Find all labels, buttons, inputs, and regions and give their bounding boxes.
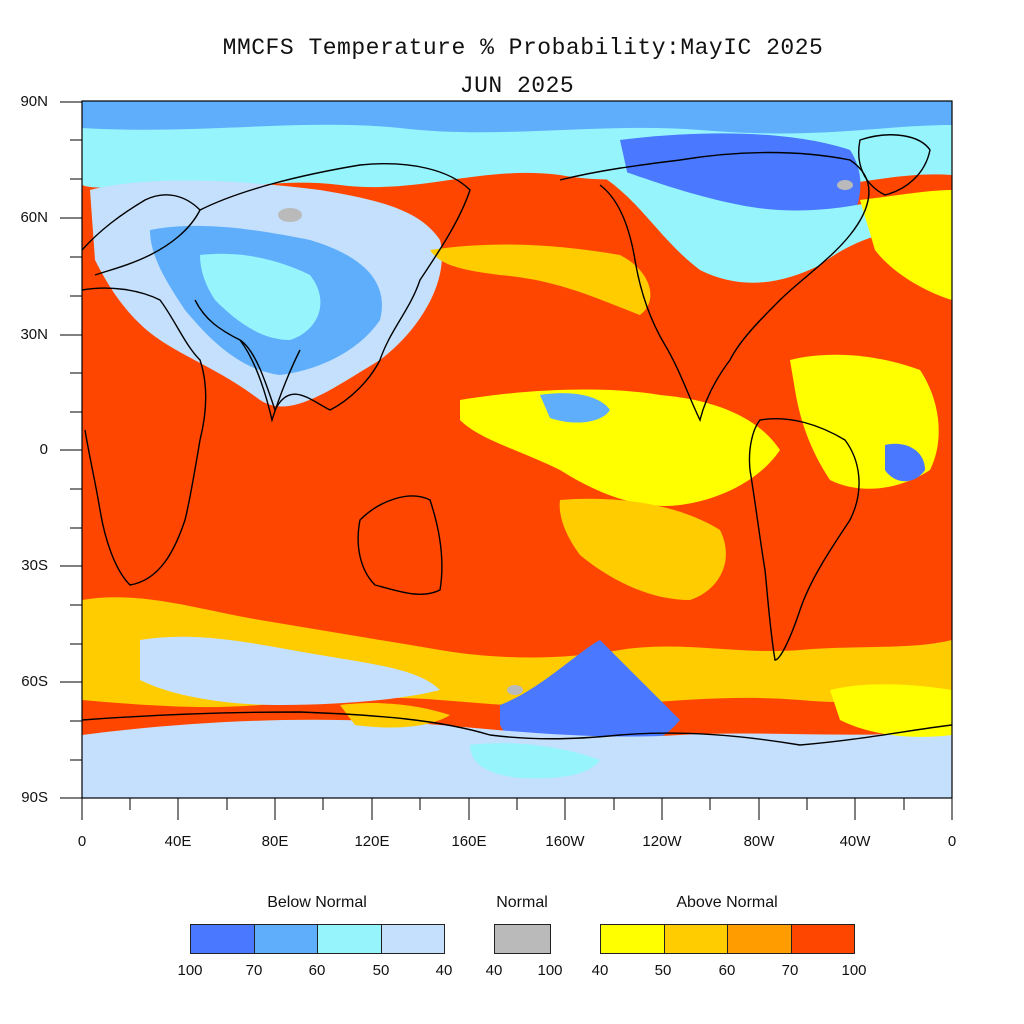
field-ross-below	[500, 640, 680, 760]
legend-title-below: Below Normal	[267, 894, 367, 911]
lon-label-0: 0	[77, 833, 87, 850]
legend-above-tick: 40	[591, 962, 609, 979]
lat-ticks	[60, 101, 82, 799]
legend-above-tick: 50	[654, 962, 672, 979]
legend-swatch	[494, 924, 551, 954]
legend-above-tick: 100	[841, 962, 867, 979]
legend-swatch	[253, 924, 318, 954]
lat-label-0: 0	[39, 441, 48, 458]
legend-swatch	[663, 924, 728, 954]
lat-label-60n: 60N	[20, 209, 48, 226]
legend-swatch	[317, 924, 382, 954]
field-atlantic-yellow	[860, 190, 952, 300]
lat-label-90s: 90S	[21, 789, 48, 806]
field-normal-patch	[507, 685, 523, 695]
lat-label-60s: 60S	[21, 673, 48, 690]
legend-normal-tick: 40	[485, 962, 503, 979]
legend-swatch	[727, 924, 792, 954]
lat-label-30n: 30N	[20, 326, 48, 343]
lon-label-160w: 160W	[545, 833, 585, 850]
legend-swatch	[380, 924, 445, 954]
field-spac-orange	[559, 498, 726, 600]
field-weddell-yellow	[830, 684, 952, 737]
lon-label-0-end: 0	[947, 833, 957, 850]
field-s-indian-below	[140, 636, 440, 705]
lon-label-120w: 120W	[642, 833, 682, 850]
lon-label-40e: 40E	[164, 833, 192, 850]
lat-label-90n: 90N	[20, 93, 48, 110]
field-normal-patch	[837, 180, 853, 190]
legend-above-tick: 70	[781, 962, 799, 979]
field-npac-orange	[430, 244, 651, 315]
lon-label-160e: 160E	[451, 833, 487, 850]
legend-normal-tick: 100	[537, 962, 563, 979]
field-na-light	[600, 170, 880, 283]
legend-swatch	[600, 924, 665, 954]
legend-below-tick: 100	[177, 962, 203, 979]
field-antarctica-light	[470, 743, 600, 779]
legend-below-tick: 60	[308, 962, 326, 979]
map-title: MMCFS Temperature % Probability:MayIC 20…	[222, 35, 824, 61]
field-atlantic-blue-spot	[885, 443, 925, 482]
lon-label-40w: 40W	[839, 833, 871, 850]
field-asia-light	[200, 253, 321, 340]
legend-above-tick: 60	[718, 962, 736, 979]
legend-title-above: Above Normal	[676, 894, 778, 911]
legend-below-tick: 40	[435, 962, 453, 979]
legend-swatch	[190, 924, 255, 954]
legend-title-normal: Normal	[496, 894, 548, 911]
coastlines	[82, 134, 952, 746]
map-field	[82, 101, 952, 798]
field-normal-patch	[278, 208, 302, 222]
map-subtitle: JUN 2025	[459, 73, 575, 99]
legend-below-tick: 50	[372, 962, 390, 979]
lon-label-80e: 80E	[261, 833, 289, 850]
legend-swatch	[790, 924, 855, 954]
legend-below-tick: 70	[245, 962, 263, 979]
lon-label-120e: 120E	[354, 833, 390, 850]
lon-ticks	[81, 798, 953, 820]
lat-label-30s: 30S	[21, 557, 48, 574]
field-arctic-mid	[82, 101, 952, 134]
field-eq-pacific-blue	[540, 393, 610, 423]
lon-label-80w: 80W	[743, 833, 775, 850]
